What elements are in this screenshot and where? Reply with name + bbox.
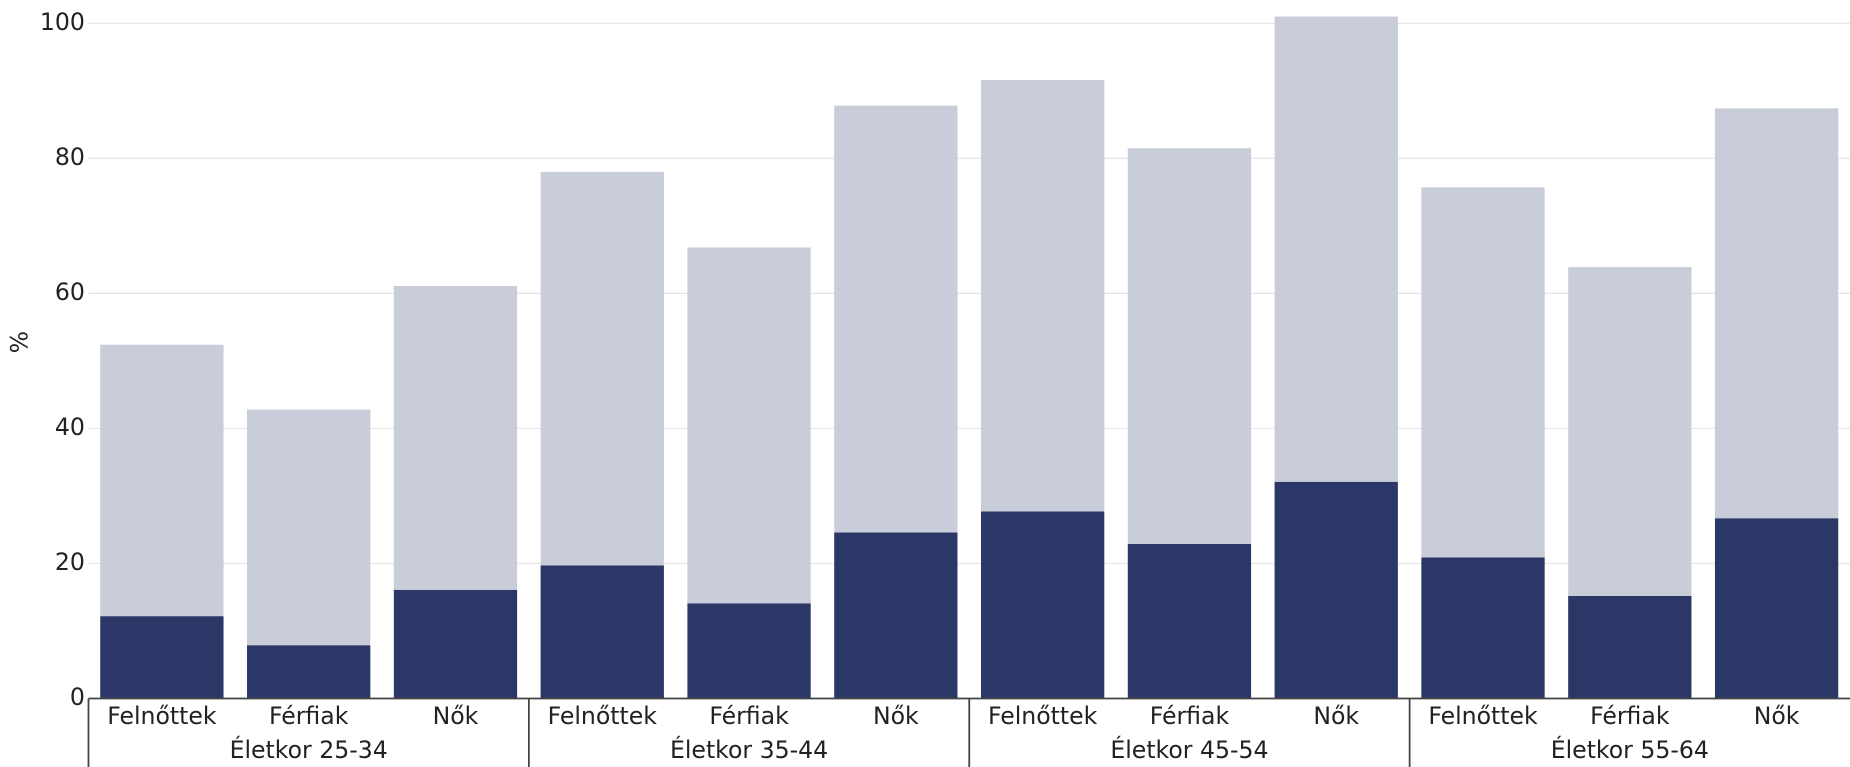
bar-segment — [1568, 267, 1692, 596]
bar-segment — [1127, 148, 1252, 544]
bar-segment — [247, 409, 371, 646]
x-tick-label: Felnőttek — [548, 702, 658, 730]
x-tick-label: Nők — [433, 702, 479, 730]
group-label: Életkor 55-64 — [1551, 736, 1709, 764]
bar-segment — [1421, 187, 1545, 558]
x-tick-label: Nők — [873, 702, 919, 730]
bar-segment — [100, 616, 224, 699]
bar-segment — [1127, 543, 1252, 699]
y-tick-label: 40 — [55, 413, 85, 441]
y-tick-label: 100 — [40, 8, 85, 36]
x-tick-label: Nők — [1313, 702, 1359, 730]
bar-segment — [1274, 481, 1398, 699]
y-tick-label: 0 — [70, 683, 85, 711]
x-tick-label: Felnőttek — [1428, 702, 1538, 730]
y-tick-label: 20 — [55, 548, 85, 576]
y-axis-title: % — [6, 331, 34, 353]
y-tick-label: 80 — [55, 143, 85, 171]
x-tick-label: Férfiak — [269, 702, 349, 730]
group-label: Életkor 35-44 — [670, 736, 828, 764]
bar-segment — [1421, 557, 1545, 699]
bar-segment — [393, 589, 518, 699]
bar-segment — [540, 565, 664, 699]
x-tick-label: Felnőttek — [988, 702, 1098, 730]
bar-segment — [980, 511, 1105, 699]
x-tick-label: Nők — [1754, 702, 1800, 730]
bar-segment — [1568, 595, 1692, 699]
bar-segment — [687, 247, 811, 604]
x-tick-label: Férfiak — [709, 702, 789, 730]
y-tick-label: 60 — [55, 278, 85, 306]
bar-segment — [247, 645, 371, 699]
group-label: Életkor 25-34 — [230, 736, 388, 764]
bar-segment — [540, 171, 664, 566]
x-tick-label: Férfiak — [1150, 702, 1230, 730]
bar-segment — [1714, 518, 1839, 699]
x-tick-label: Felnőttek — [107, 702, 217, 730]
bar-segment — [687, 603, 811, 699]
bar-segment — [1274, 16, 1398, 482]
bar-segment — [834, 105, 958, 533]
bar-segment — [980, 80, 1105, 512]
bar-segment — [834, 532, 958, 699]
bar-segment — [393, 285, 518, 590]
bar-segment — [100, 344, 224, 617]
bar-segment — [1714, 108, 1839, 519]
x-tick-label: Férfiak — [1590, 702, 1670, 730]
group-label: Életkor 45-54 — [1110, 736, 1268, 764]
